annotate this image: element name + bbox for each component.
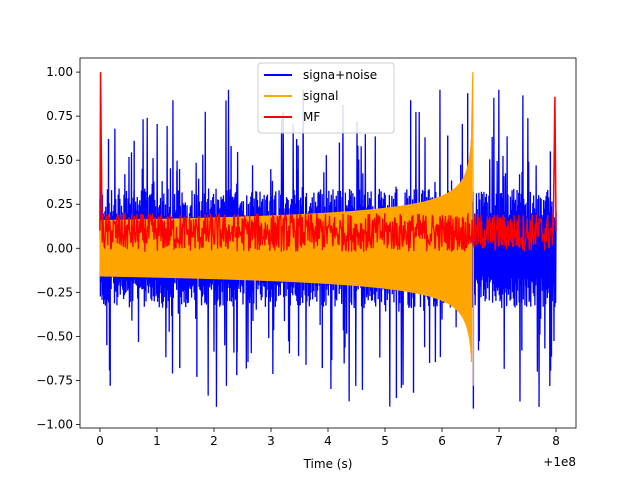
y-tick-label: 0.50 (46, 153, 73, 167)
y-tick-label: −0.25 (36, 285, 73, 299)
x-axis: 0 1 2 3 4 5 6 7 8 (96, 428, 560, 448)
y-tick-label: 0.75 (46, 109, 73, 123)
y-tick-label: 1.00 (46, 65, 73, 79)
x-tick-label: 0 (96, 434, 104, 448)
y-tick-label: −0.50 (36, 329, 73, 343)
legend-box (257, 62, 395, 134)
y-tick-label: −0.75 (36, 373, 73, 387)
x-axis-label: Time (s) (303, 457, 353, 471)
x-tick-label: 5 (381, 434, 389, 448)
x-tick-label: 7 (495, 434, 503, 448)
y-tick-label: 0.00 (46, 241, 73, 255)
legend-label: signal (303, 89, 339, 103)
x-tick-label: 8 (552, 434, 560, 448)
x-tick-label: 2 (210, 434, 218, 448)
series-line-mf (101, 212, 555, 252)
y-tick-label: 0.25 (46, 197, 73, 211)
legend: signa+noise signal MF (257, 62, 395, 134)
series-layer (99, 72, 557, 409)
y-axis: −1.00 −0.75 −0.50 −0.25 0.00 0.25 0.50 0.75 1.00 (36, 65, 80, 431)
legend-label: signa+noise (303, 68, 377, 82)
x-tick-label: 3 (267, 434, 275, 448)
x-offset-label: +1e8 (543, 455, 576, 469)
legend-label: MF (303, 110, 320, 124)
x-tick-label: 4 (324, 434, 332, 448)
x-tick-label: 1 (153, 434, 161, 448)
mf-start-peak (99, 72, 103, 240)
mf-end-peak (552, 96, 557, 235)
x-tick-label: 6 (438, 434, 446, 448)
y-tick-label: −1.00 (36, 417, 73, 431)
